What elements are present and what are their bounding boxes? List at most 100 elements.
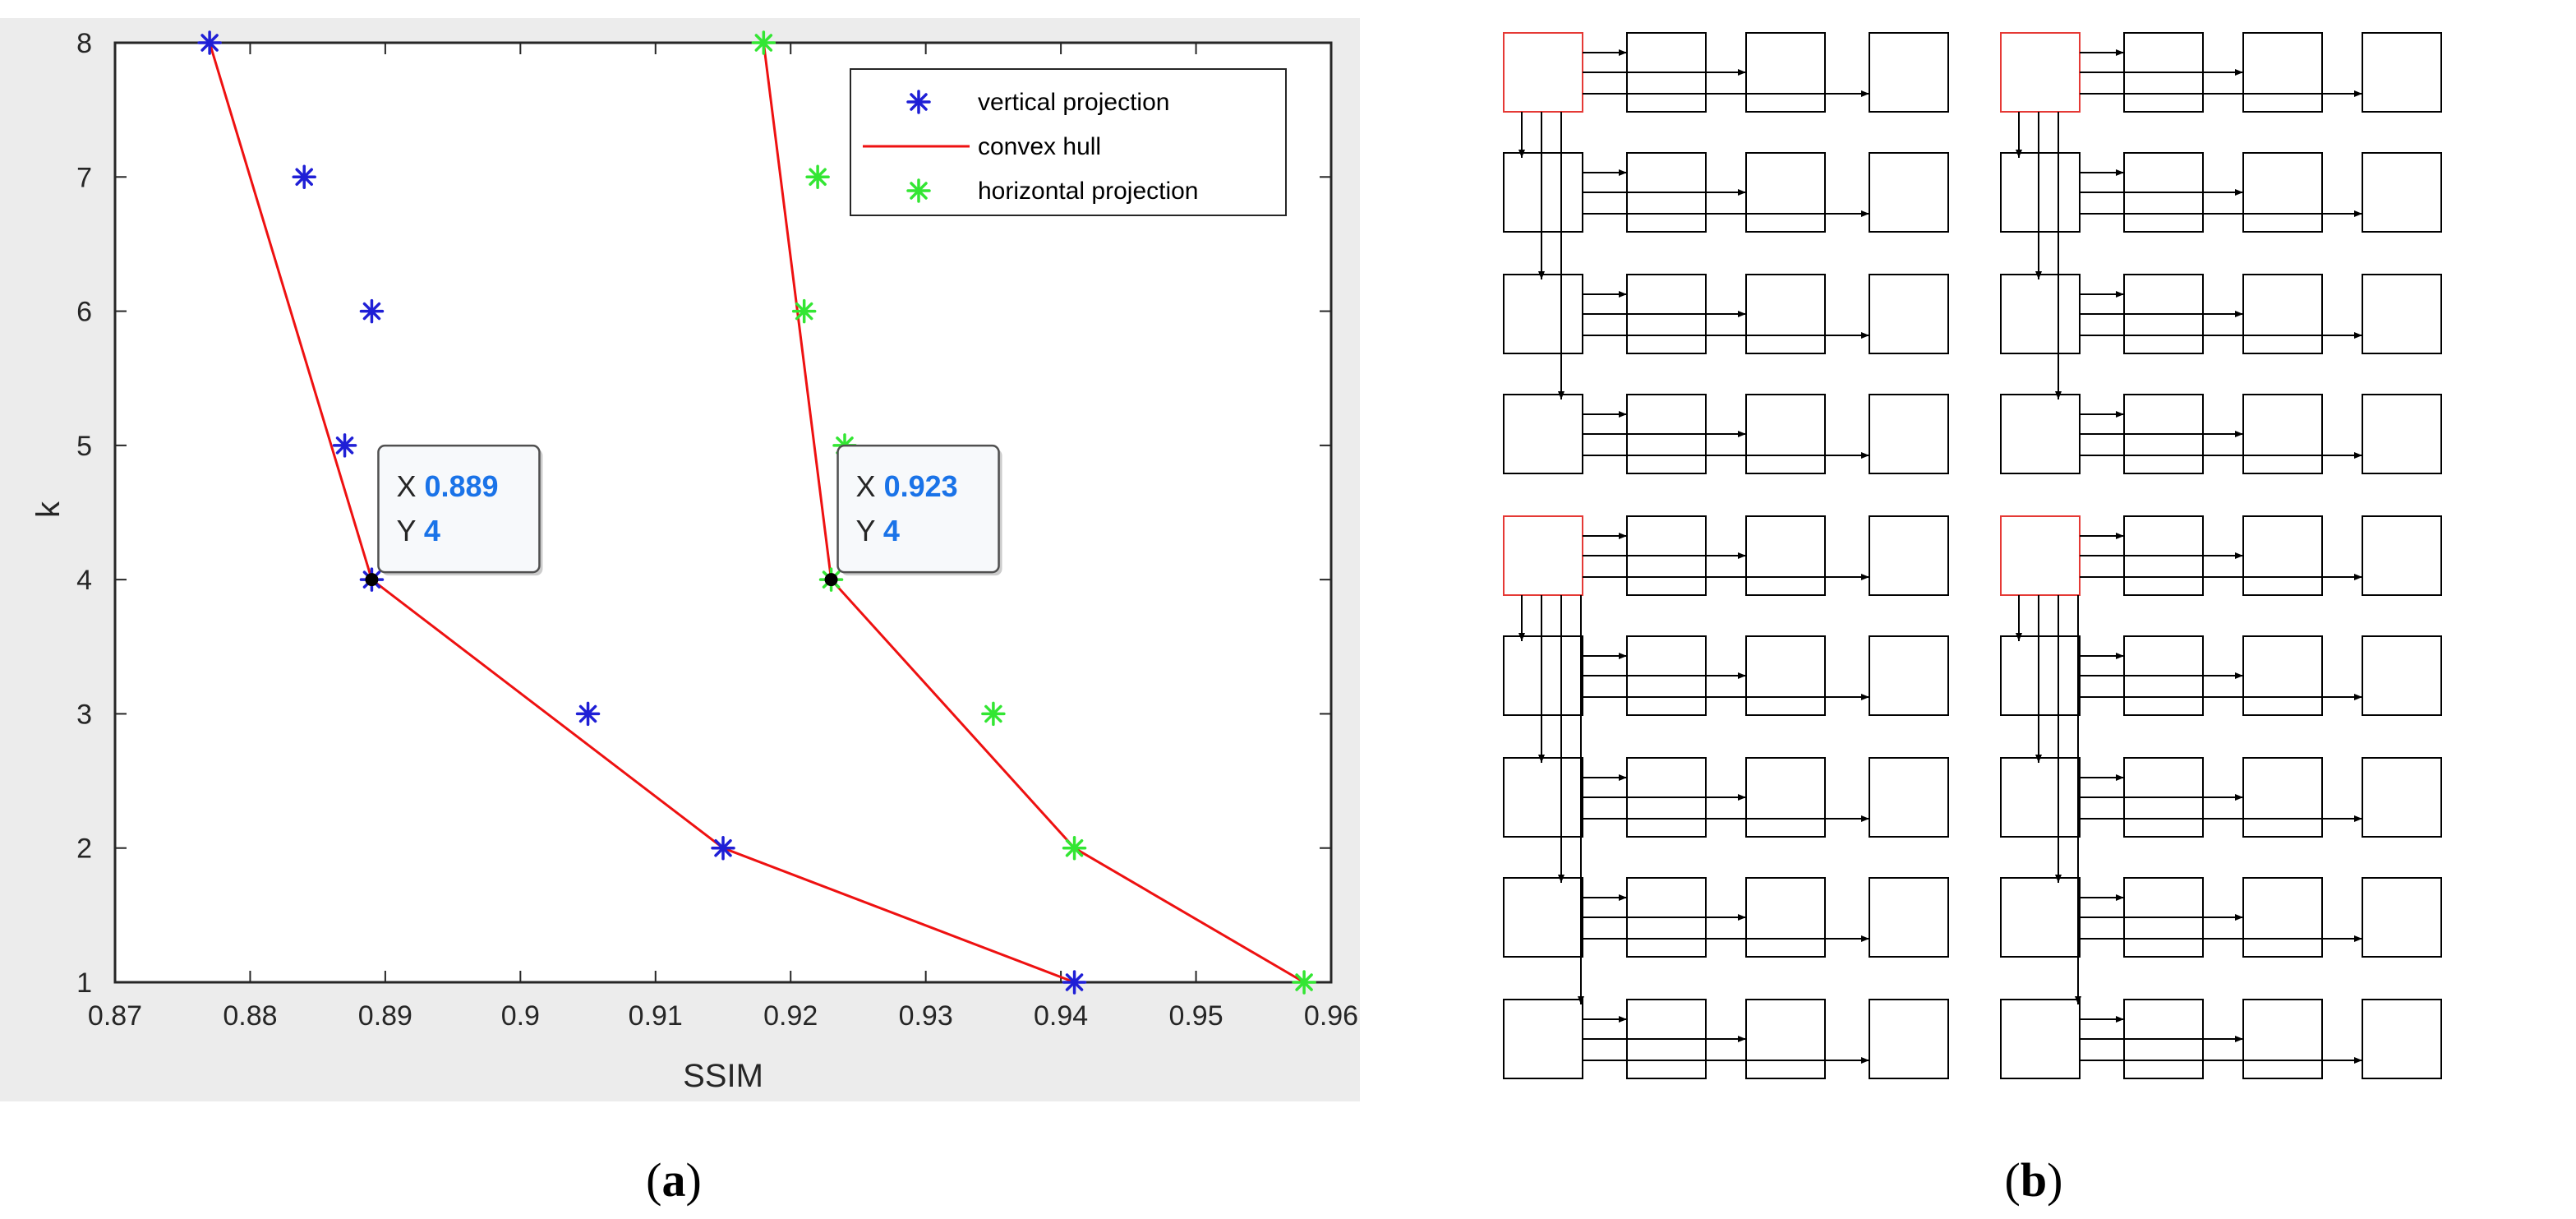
x-tick-label: 0.89 — [358, 1000, 412, 1032]
x-axis-label: SSIM — [683, 1058, 763, 1094]
y-tick-label: 5 — [76, 431, 92, 462]
block — [2242, 757, 2323, 838]
x-tick-label: 0.87 — [88, 1000, 142, 1032]
block — [1745, 32, 1826, 113]
convex-hull-line-1 — [208, 42, 1076, 984]
block — [1869, 394, 1949, 474]
datatip-anchor — [824, 573, 838, 587]
block — [2242, 394, 2323, 474]
block-diagram — [1503, 32, 2442, 1079]
horizontal-projection-point — [1062, 835, 1087, 861]
caption-b: (b) — [2005, 1153, 2063, 1207]
legend-label-horizontal: horizontal projection — [978, 178, 1199, 205]
y-axis-label: k — [30, 501, 67, 518]
block — [1869, 515, 1949, 596]
block — [1745, 152, 1826, 233]
block — [1503, 394, 1583, 474]
datatip-anchor — [365, 573, 379, 587]
block — [2000, 877, 2081, 958]
y-tick-label: 1 — [76, 967, 92, 999]
block — [2000, 274, 2081, 354]
legend-marker-horizontal — [906, 178, 931, 203]
block — [1503, 635, 1583, 716]
horizontal-projection-point — [981, 701, 1006, 727]
block — [2242, 515, 2323, 596]
block — [2000, 394, 2081, 474]
block — [1869, 877, 1949, 958]
datatip-1[interactable]: X 0.889 Y 4 — [365, 444, 543, 587]
legend: vertical projection convex hull horizont… — [850, 68, 1287, 216]
vertical-projection-point — [711, 835, 735, 861]
block — [1503, 999, 1583, 1079]
block — [2000, 999, 2081, 1079]
block — [1503, 877, 1583, 958]
block — [2362, 877, 2442, 958]
block — [1869, 32, 1949, 113]
block — [1503, 152, 1583, 233]
x-tick-label: 0.95 — [1168, 1000, 1223, 1032]
datatip-x: X 0.923 — [856, 469, 958, 503]
block — [1869, 274, 1949, 354]
x-tick-label: 0.94 — [1034, 1000, 1088, 1032]
block — [2362, 635, 2442, 716]
horizontal-projection-point — [1292, 970, 1316, 995]
block — [2362, 152, 2442, 233]
block — [1869, 635, 1949, 716]
x-tick-label: 0.92 — [763, 1000, 818, 1032]
y-tick-label: 2 — [76, 833, 92, 865]
block — [1745, 394, 1826, 474]
chart-panel: 1 2 3 4 5 6 7 8 0.87 0.88 0.89 0.9 0.91 0.92 0.93 0.94… — [0, 18, 1360, 1101]
vertical-projection-point — [359, 298, 385, 324]
block — [1745, 515, 1826, 596]
block — [2242, 152, 2323, 233]
block — [2000, 635, 2081, 716]
block — [2362, 515, 2442, 596]
datatip-y: Y 4 — [856, 514, 900, 547]
block — [1745, 274, 1826, 354]
block — [1745, 877, 1826, 958]
y-tick-label: 4 — [76, 565, 92, 596]
block — [1503, 757, 1583, 838]
caption-a: (a) — [646, 1153, 702, 1207]
block — [1745, 635, 1826, 716]
vertical-projection-point — [575, 701, 601, 727]
block — [2242, 274, 2323, 354]
block — [1745, 757, 1826, 838]
x-tick-label: 0.88 — [223, 1000, 277, 1032]
datatip-2[interactable]: X 0.923 Y 4 — [824, 444, 1002, 587]
horizontal-projection-point — [791, 298, 817, 324]
x-tick-label: 0.91 — [629, 1000, 683, 1032]
y-axis-ticks: 1 2 3 4 5 6 7 8 — [76, 28, 1331, 999]
block — [2362, 757, 2442, 838]
block — [1869, 152, 1949, 233]
x-tick-label: 0.93 — [899, 1000, 953, 1032]
horizontal-projection-point — [751, 30, 776, 55]
block — [2362, 274, 2442, 354]
block — [1869, 999, 1949, 1079]
legend-label-hull: convex hull — [978, 133, 1101, 160]
block — [2242, 635, 2323, 716]
block — [2000, 152, 2081, 233]
datatip-x: X 0.889 — [396, 469, 498, 503]
datatip-box — [377, 444, 541, 574]
head-block — [1503, 32, 1583, 113]
vertical-projection-point — [197, 30, 222, 55]
block — [2362, 32, 2442, 113]
horizontal-projection-point — [805, 164, 830, 190]
block — [2362, 999, 2442, 1079]
block — [1745, 999, 1826, 1079]
block — [2242, 999, 2323, 1079]
y-tick-label: 3 — [76, 699, 92, 730]
block — [2362, 394, 2442, 474]
head-block — [2000, 32, 2081, 113]
block — [1869, 757, 1949, 838]
vertical-projection-point — [292, 164, 316, 190]
block — [1503, 274, 1583, 354]
x-tick-label: 0.9 — [501, 1000, 540, 1032]
datatip-y: Y 4 — [396, 514, 440, 547]
block — [2000, 757, 2081, 838]
datatip-box — [836, 444, 1000, 574]
head-block — [1503, 515, 1583, 596]
y-tick-label: 8 — [76, 28, 92, 59]
data-points — [197, 30, 1316, 995]
